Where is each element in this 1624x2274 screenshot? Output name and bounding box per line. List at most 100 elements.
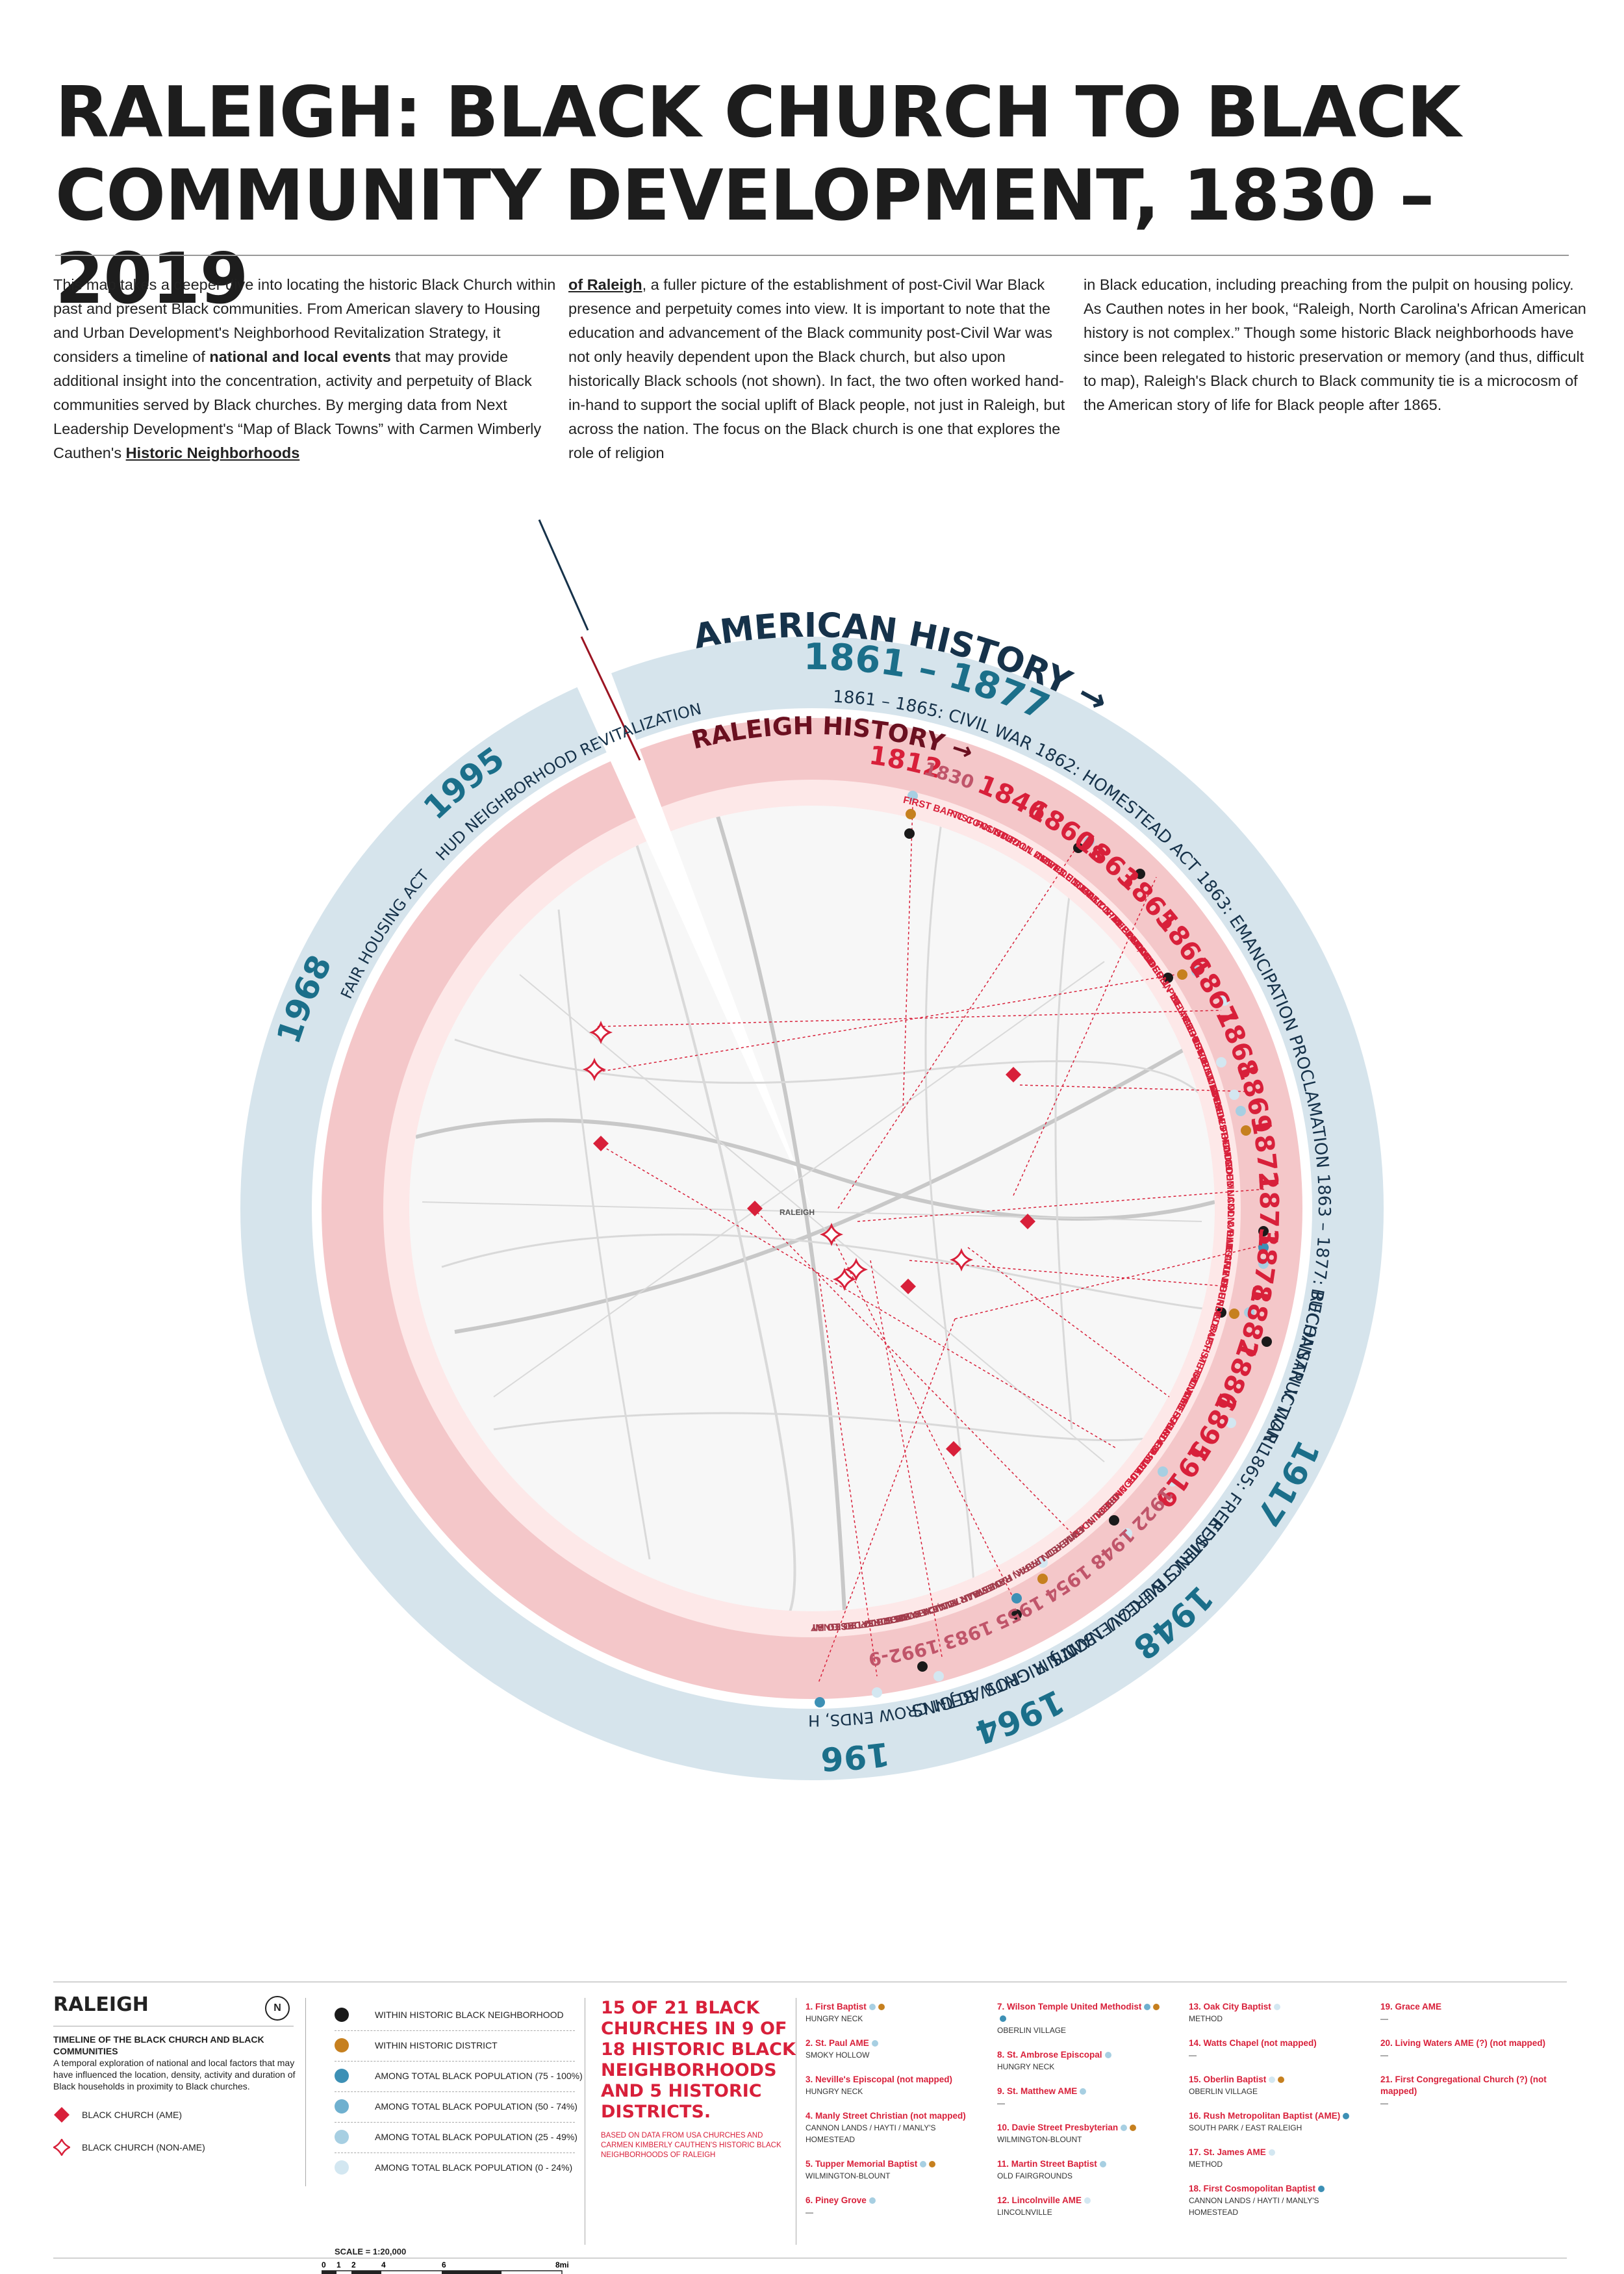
indicator-dot-icon [1269,2076,1276,2084]
indicator-dot-icon [1144,2004,1151,2011]
church-connector-lines [597,805,1267,1683]
church-ame-marker[interactable] [1006,1067,1021,1082]
church-markers [593,1067,1035,1457]
indicator-dot-icon [1268,2149,1275,2156]
legend-subtitle: TIMELINE OF THE BLACK CHURCH AND BLACK C… [53,2034,296,2091]
church-list-item: 16. Rush Metropolitan Baptist (AME) SOUTH… [1189,2110,1358,2134]
indicator-label: WITHIN HISTORIC BLACK NEIGHBORHOOD [375,2010,564,2020]
legend-indicator: AMONG TOTAL BLACK POPULATION (25 - 49%) [335,2130,577,2144]
indicator-dot-icon [1000,2015,1006,2023]
indicator-dot-icon [335,2008,349,2022]
church-list-item: 15. Oberlin Baptist OBERLIN VILLAGE [1189,2074,1358,2097]
church-list-item: 2. St. Paul AME SMOKY HOLLOW [806,2038,974,2061]
church-list-item: 8. St. Ambrose Episcopal HUNGRY NECK [997,2049,1166,2073]
church-non-ame-marker[interactable] [832,1267,857,1292]
indicator-dot-icon [1099,2161,1106,2168]
legend-indicator: WITHIN HISTORIC DISTRICT [335,2038,498,2052]
indicator-dot-icon [1318,2186,1325,2193]
indicator-dot-icon [869,2197,876,2204]
scale-tick-label: 8mi [555,2260,568,2269]
indicator-dot-icon [929,2161,936,2168]
indicator-label: AMONG TOTAL BLACK POPULATION (50 - 74%) [375,2101,577,2112]
church-list-item: 21. First Congregational Church (?) (not… [1380,2075,1547,2108]
indicator-dot-icon [335,2099,349,2114]
church-ame-marker[interactable] [900,1279,916,1294]
church-list-column: 13. Oak City Baptist METHOD 14. Watts Chap… [1189,2001,1358,2231]
church-ame-marker[interactable] [946,1441,961,1457]
indicator-dot-icon [869,2004,876,2011]
indicator-dot-icon [878,2004,885,2011]
church-list-item: 12. Lincolnville AME LINCOLNVILLE [997,2195,1166,2218]
scale-tick-label: 4 [381,2260,386,2269]
summary-headline: 15 OF 21 BLACK CHURCHES IN 9 OF 18 HISTO… [601,1998,796,2122]
indicator-dot-icon [871,2040,878,2047]
legend-indicator: AMONG TOTAL BLACK POPULATION (75 - 100%) [335,2069,583,2083]
church-list-item: 5. Tupper Memorial Baptist WILMINGTON-BLO… [806,2158,974,2182]
church-list-item: 4. Manly Street Christian (not mapped) CA… [806,2111,966,2144]
church-list-item: 13. Oak City Baptist METHOD [1189,2001,1358,2025]
page-title: RALEIGH: BLACK CHURCH TO BLACK COMMUNITY… [55,72,1461,320]
church-non-ame-marker[interactable] [589,1020,613,1045]
church-list-item: 11. Martin Street Baptist OLD FAIRGROUNDS [997,2158,1166,2182]
indicator-dot-icon [1084,2197,1091,2204]
legend-indicator: WITHIN HISTORIC BLACK NEIGHBORHOOD [335,2008,564,2022]
city-label: RALEIGH [780,1208,815,1217]
scale-tick-label: 2 [351,2260,356,2269]
indicator-dot-icon [1104,2052,1111,2059]
indicator-dot-icon [1080,2088,1087,2095]
church-list-item: 10. Davie Street Presbyterian WILMINGTON-… [997,2122,1166,2145]
intro-column-2: of Raleigh, a fuller picture of the esta… [568,276,1065,461]
indicator-label: AMONG TOTAL BLACK POPULATION (75 - 100%) [375,2071,583,2081]
legend-place: RALEIGH [53,1993,149,2016]
indicator-dot-icon [1343,2113,1350,2120]
north-arrow-icon: N [265,1996,290,2021]
indicator-dot-icon [1278,2076,1285,2084]
church-non-ame-marker[interactable] [949,1247,974,1272]
church-non-ame-markers [582,1020,974,1292]
church-list-item: 3. Neville's Episcopal (not mapped) HUNGR… [806,2075,953,2096]
historic-neighborhoods-link[interactable]: Historic Neighborhoods [125,444,300,461]
title-divider [55,255,1569,256]
church-list-column: 1. First Baptist HUNGRY NECK 2. St. Paul A… [806,2001,974,2231]
of-raleigh-link[interactable]: of Raleigh [568,276,642,293]
hollow-star-diamond-icon [53,2139,70,2156]
intro-column-3: in Black education, including preaching … [1084,276,1586,413]
church-list-item: 1. First Baptist HUNGRY NECK [806,2001,974,2025]
american-start-marker [538,519,589,631]
indicator-dot-icon [1153,2004,1160,2011]
timeline-map: RALEIGH [0,455,1384,1780]
church-list-column: 19. Grace AME — 20. Living Waters AME (?) … [1380,2001,1549,2122]
indicator-dot-icon [335,2160,349,2175]
scale-tick-label: 1 [336,2260,341,2269]
church-list-column: 7. Wilson Temple United Methodist OBERLIN… [997,2001,1166,2231]
indicator-label: AMONG TOTAL BLACK POPULATION (25 - 49%) [375,2132,577,2142]
church-ame-marker[interactable] [593,1136,609,1151]
indicator-dot-icon [335,2038,349,2052]
indicator-dot-icon [1121,2125,1128,2132]
street-network [415,806,1215,1611]
church-list-item: 9. St. Matthew AME — [997,2086,1166,2109]
scale-tick-label: 0 [322,2260,326,2269]
church-non-ame-marker[interactable] [582,1057,607,1082]
church-ame-marker[interactable] [747,1201,763,1216]
church-non-ame-marker[interactable] [844,1257,869,1282]
indicator-label: WITHIN HISTORIC DISTRICT [375,2040,498,2050]
church-list-item: 19. Grace AME — [1380,2002,1442,2023]
scale-bar: 0 1 2 4 6 8mi [321,2260,569,2274]
church-list-item: 18. First Cosmopolitan Baptist CANNON LAN… [1189,2183,1358,2218]
indicator-dots [815,791,1272,1707]
raleigh-start-marker [580,636,641,761]
filled-diamond-icon [54,2107,70,2123]
intro-column-1: This map takes a deeper dive into locati… [53,276,556,461]
summary-note: BASED ON DATA FROM USA CHURCHES AND CARM… [601,2132,781,2159]
legend-symbol-ame: BLACK CHURCH (AME) [53,2106,182,2123]
indicator-dot-icon [335,2069,349,2083]
indicator-dot-icon [920,2161,927,2168]
church-list-item: 20. Living Waters AME (?) (not mapped) — [1380,2038,1546,2060]
church-ame-marker[interactable] [1020,1214,1035,1229]
church-list-item: 7. Wilson Temple United Methodist OBERLIN… [997,2001,1166,2036]
legend-indicator: AMONG TOTAL BLACK POPULATION (0 - 24%) [335,2160,572,2175]
church-non-ame-marker[interactable] [819,1222,844,1247]
church-list-item: 17. St. James AME METHOD [1189,2147,1358,2170]
indicator-label: AMONG TOTAL BLACK POPULATION (0 - 24%) [375,2162,573,2173]
